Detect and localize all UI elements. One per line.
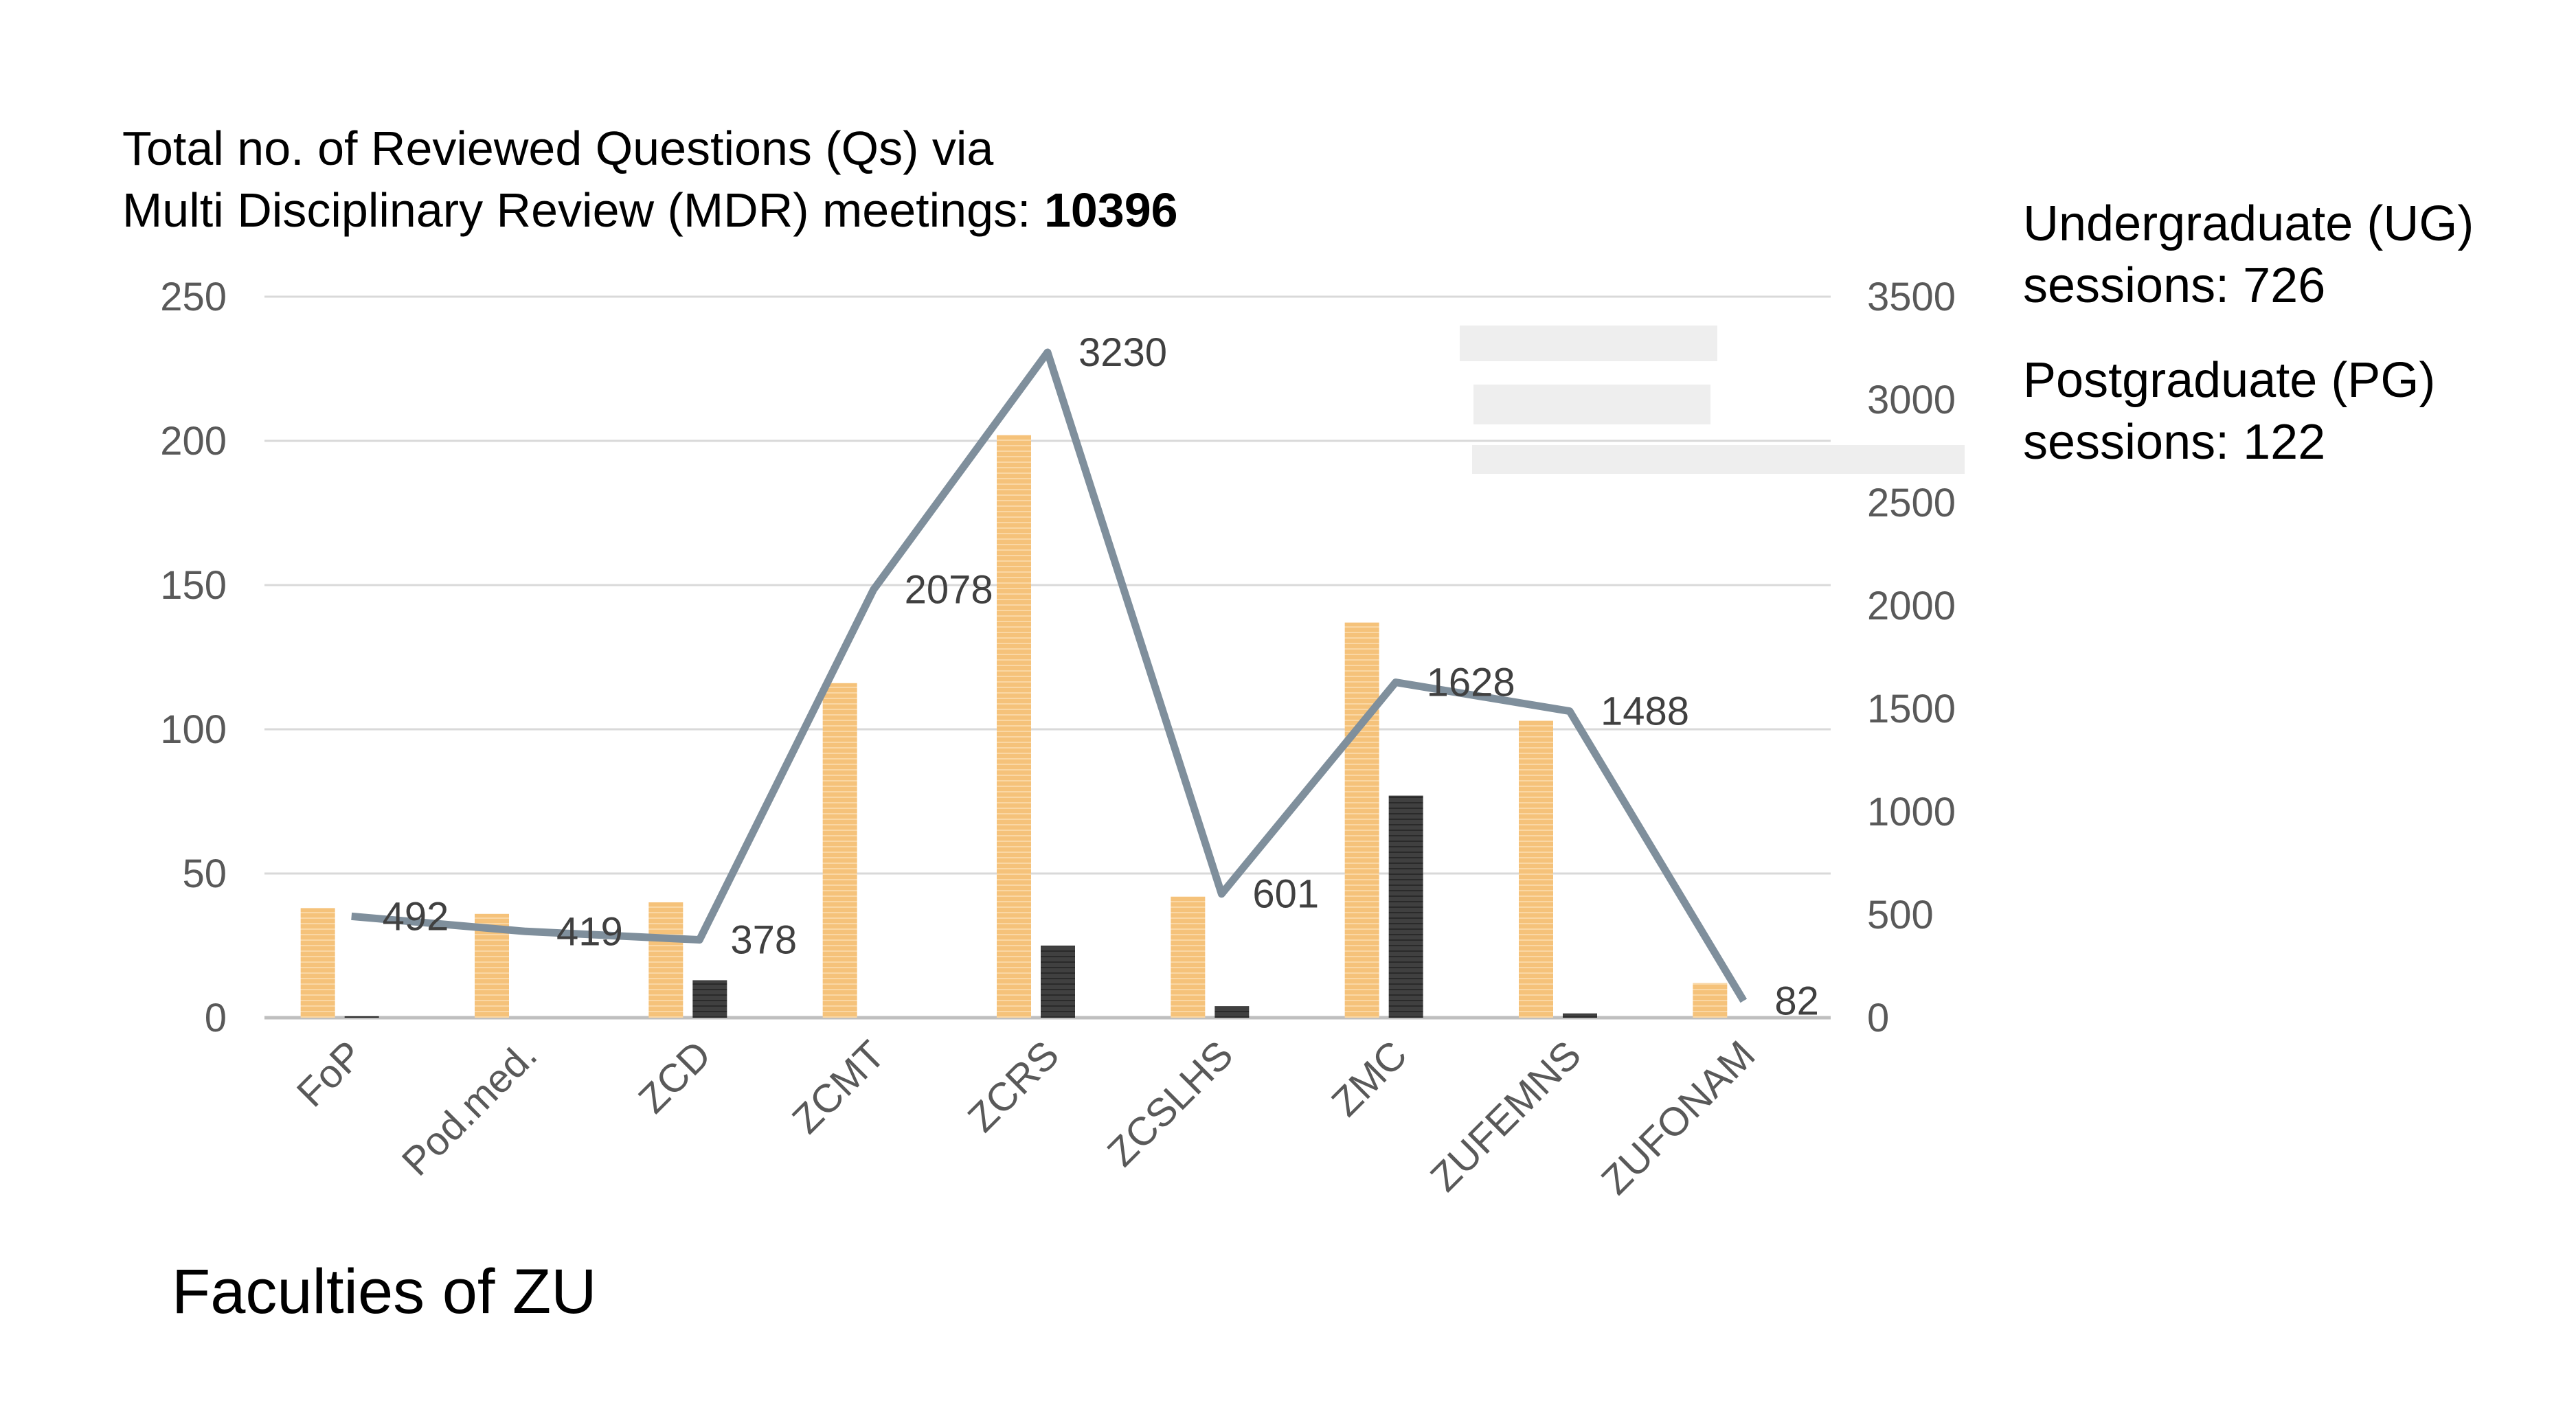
line-data-label: 2078 <box>905 568 993 613</box>
left-tick-label: 150 <box>160 563 227 608</box>
line-data-label: 601 <box>1252 872 1319 917</box>
category-labels: FoP Pod.med. ZCD ZCMT ZCRS ZCSLHS ZMC ZUFEMNS ZU… <box>289 1032 1764 1203</box>
left-tick-label: 50 <box>182 852 227 896</box>
bar-ug-zmc <box>1344 622 1379 1018</box>
bar-ug-zufemns <box>1519 720 1553 1018</box>
right-tick-label: 2500 <box>1867 481 1956 525</box>
legend-placeholder-1 <box>1460 326 1717 361</box>
bars <box>300 435 1728 1018</box>
category-label: ZMC <box>1323 1032 1416 1125</box>
right-tick-label: 1500 <box>1867 687 1956 731</box>
left-tick-label: 0 <box>205 996 227 1040</box>
bar-pg-zcd <box>692 980 727 1018</box>
line-data-label: 1488 <box>1601 689 1689 734</box>
right-tick-label: 500 <box>1867 893 1934 937</box>
right-tick-label: 3000 <box>1867 378 1956 422</box>
left-tick-label: 200 <box>160 419 227 464</box>
category-label: ZCD <box>630 1032 719 1121</box>
bar-pg-zmc <box>1388 795 1423 1018</box>
line-data-label: 3230 <box>1078 330 1167 375</box>
bar-ug-zcslhs <box>1171 896 1206 1018</box>
category-label: ZCRS <box>960 1032 1068 1141</box>
category-label: Pod.med. <box>394 1032 546 1185</box>
category-label: ZCMT <box>784 1032 894 1142</box>
pg-note-line2: sessions: 122 <box>2023 415 2325 470</box>
line-data-label: 492 <box>383 894 449 939</box>
line-data-label: 378 <box>730 918 797 963</box>
x-axis-title: Faculties of ZU <box>172 1257 597 1327</box>
bar-pg-zufemns <box>1563 1013 1597 1018</box>
right-tick-label: 3500 <box>1867 275 1956 319</box>
left-tick-label: 100 <box>160 707 227 752</box>
category-label: ZUFEMNS <box>1422 1032 1590 1200</box>
chart-title-total: 10396 <box>1044 183 1178 237</box>
line-data-label: 82 <box>1774 979 1819 1023</box>
legend-placeholder-3 <box>1472 445 1965 474</box>
ug-note-line2: sessions: 726 <box>2023 258 2325 313</box>
line-data-label: 1628 <box>1427 661 1515 705</box>
line-series <box>351 348 1748 1003</box>
category-label: ZCSLHS <box>1099 1032 1242 1175</box>
pg-note-line1: Postgraduate (PG) <box>2023 353 2435 408</box>
right-axis: 0 500 1000 1500 2000 2500 3000 3500 <box>1867 275 1956 1040</box>
left-axis: 0 50 100 150 200 250 <box>160 275 227 1040</box>
category-label: ZUFONAM <box>1593 1032 1764 1203</box>
line-series-path <box>351 348 1748 1003</box>
bar-ug-zufonam <box>1693 983 1728 1018</box>
chart-title-line2-prefix: Multi Disciplinary Review (MDR) meetings… <box>122 183 1044 237</box>
chart-title-line2: Multi Disciplinary Review (MDR) meetings… <box>122 183 1178 237</box>
legend-placeholder-2 <box>1473 385 1710 424</box>
ug-note-line1: Undergraduate (UG) <box>2023 196 2474 251</box>
line-data-labels: 492 419 378 2078 3230 601 1628 1488 82 <box>383 330 1819 1023</box>
category-label: FoP <box>289 1032 372 1115</box>
bar-ug-zcrs <box>997 435 1031 1018</box>
right-tick-label: 0 <box>1867 996 1889 1040</box>
bar-pg-zcslhs <box>1214 1006 1250 1018</box>
bar-ug-zcd <box>648 902 683 1018</box>
left-tick-label: 250 <box>160 275 227 319</box>
bar-pg-fop <box>344 1016 379 1018</box>
right-tick-label: 2000 <box>1867 584 1956 628</box>
bar-ug-fop <box>300 908 335 1018</box>
bar-ug-zcmt <box>822 683 857 1018</box>
right-tick-label: 1000 <box>1867 790 1956 834</box>
line-data-label: 419 <box>556 909 623 954</box>
chart-title-line1: Total no. of Reviewed Questions (Qs) via <box>122 122 993 175</box>
bar-pg-zcrs <box>1041 946 1075 1018</box>
